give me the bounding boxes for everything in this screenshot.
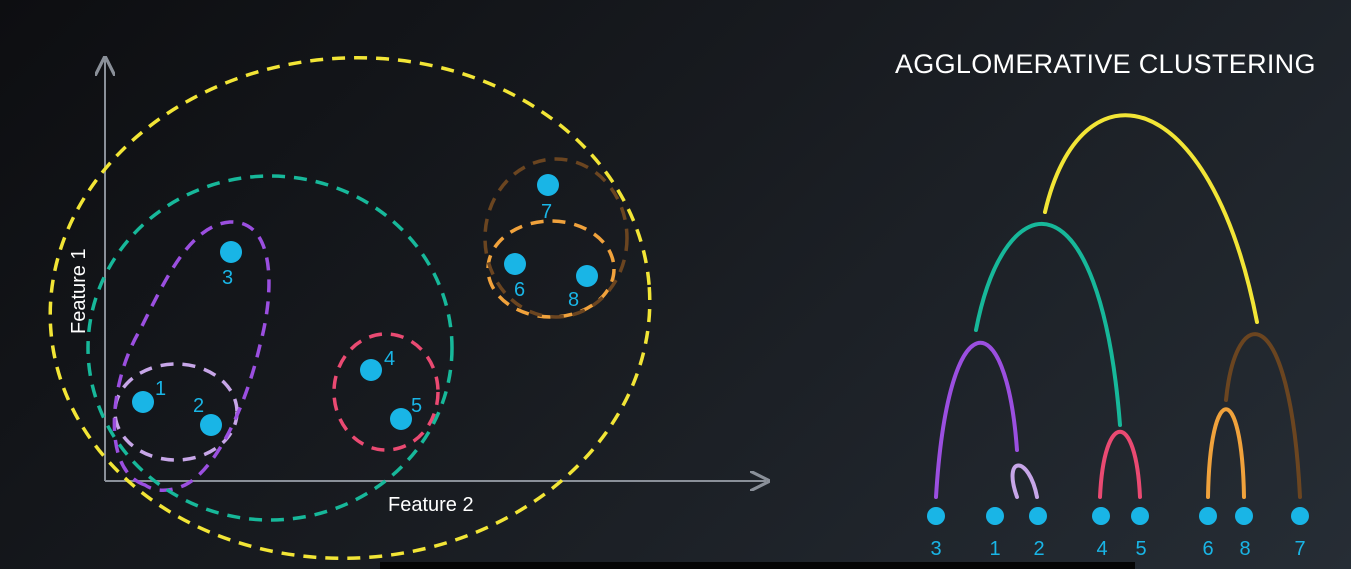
scatter-points bbox=[132, 174, 598, 436]
dendrogram-leaf-labels: 3 1 2 4 5 6 8 7 bbox=[930, 538, 1305, 560]
point-label-1: 1 bbox=[155, 378, 166, 400]
point-4 bbox=[360, 359, 382, 381]
scatter-point-labels: 1 2 3 4 5 6 7 8 bbox=[155, 201, 579, 417]
point-label-2: 2 bbox=[193, 395, 204, 417]
merge-arc-4-5 bbox=[1098, 430, 1142, 499]
cluster-outline-all bbox=[48, 55, 652, 561]
leaf-point-2 bbox=[1029, 507, 1047, 525]
merge-arc-1-2 bbox=[1010, 463, 1039, 499]
point-label-5: 5 bbox=[411, 395, 422, 417]
y-axis-label: Feature 1 bbox=[68, 248, 90, 334]
point-8 bbox=[576, 265, 598, 287]
cluster-outline-1-2 bbox=[113, 362, 239, 462]
cluster-outline-1-2-3 bbox=[112, 220, 271, 492]
leaf-label-3: 3 bbox=[930, 538, 941, 560]
diagram-title: AGGLOMERATIVE CLUSTERING bbox=[895, 49, 1316, 79]
merge-arc-68-7 bbox=[1224, 332, 1302, 499]
leaf-point-5 bbox=[1131, 507, 1149, 525]
cluster-outline-6-7-8 bbox=[483, 157, 629, 319]
leaf-label-4: 4 bbox=[1096, 538, 1107, 560]
leaf-point-7 bbox=[1291, 507, 1309, 525]
point-1 bbox=[132, 391, 154, 413]
leaf-point-3 bbox=[927, 507, 945, 525]
leaf-label-8: 8 bbox=[1239, 538, 1250, 560]
leaf-label-1: 1 bbox=[989, 538, 1000, 560]
cluster-outline-6-8 bbox=[486, 219, 616, 319]
point-3 bbox=[220, 241, 242, 263]
leaf-point-1 bbox=[986, 507, 1004, 525]
bottom-edge-bar bbox=[380, 562, 1135, 569]
point-label-3: 3 bbox=[222, 267, 233, 289]
merge-arc-6-8 bbox=[1206, 407, 1246, 499]
leaf-point-4 bbox=[1092, 507, 1110, 525]
point-6 bbox=[504, 253, 526, 275]
point-label-6: 6 bbox=[514, 279, 525, 301]
cluster-outline-1-2-3-4-5 bbox=[86, 174, 454, 522]
cluster-outline-4-5 bbox=[332, 332, 440, 452]
point-5 bbox=[390, 408, 412, 430]
leaf-label-5: 5 bbox=[1135, 538, 1146, 560]
dendrogram bbox=[934, 113, 1302, 499]
merge-arc-all bbox=[1043, 113, 1259, 324]
dendrogram-leaves bbox=[927, 507, 1309, 525]
leaf-label-6: 6 bbox=[1202, 538, 1213, 560]
point-label-8: 8 bbox=[568, 289, 579, 311]
point-label-4: 4 bbox=[384, 348, 395, 370]
leaf-point-6 bbox=[1199, 507, 1217, 525]
leaf-label-2: 2 bbox=[1033, 538, 1044, 560]
cluster-outlines bbox=[48, 55, 652, 561]
merge-arc-3-12 bbox=[934, 340, 1019, 499]
leaf-point-8 bbox=[1235, 507, 1253, 525]
point-label-7: 7 bbox=[541, 201, 552, 223]
leaf-label-7: 7 bbox=[1294, 538, 1305, 560]
merge-arc-312-45 bbox=[974, 222, 1122, 427]
point-7 bbox=[537, 174, 559, 196]
x-axis-label: Feature 2 bbox=[388, 494, 474, 516]
point-2 bbox=[200, 414, 222, 436]
